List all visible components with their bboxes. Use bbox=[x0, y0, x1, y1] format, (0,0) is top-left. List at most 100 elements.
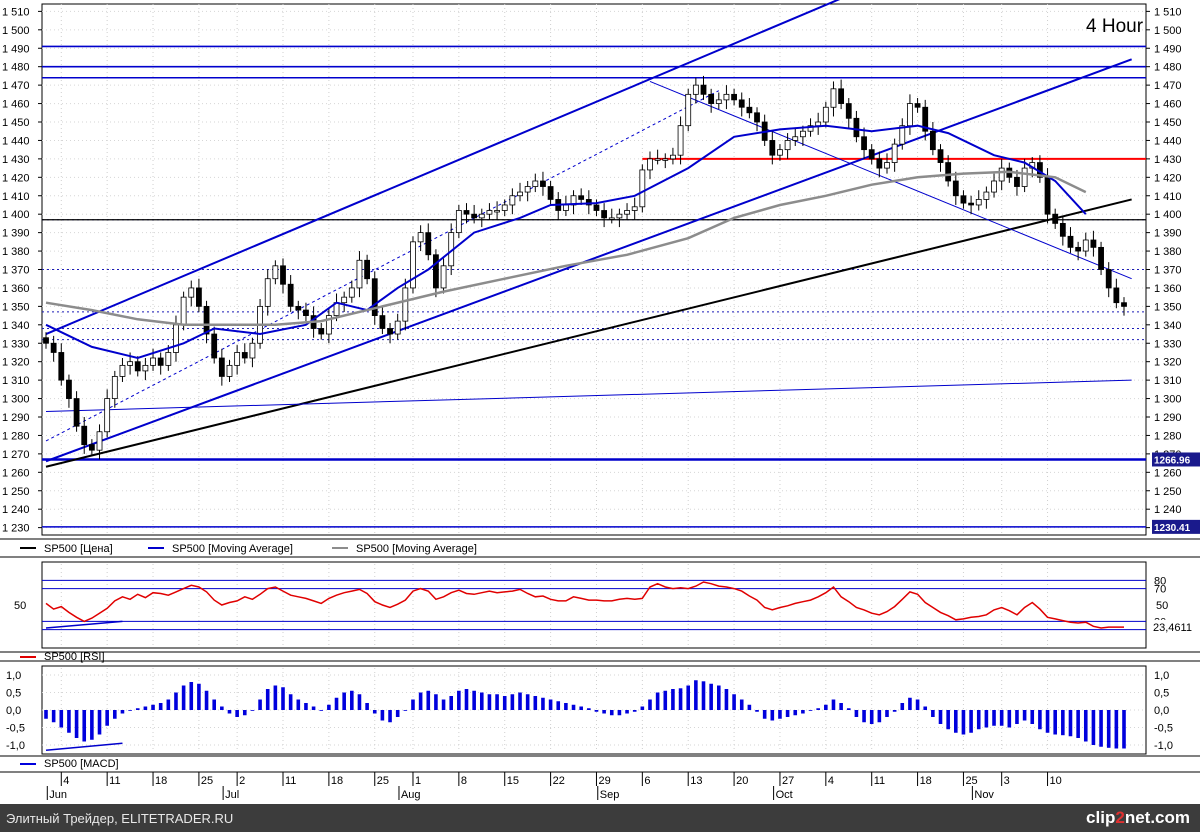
x-day-tick-label: 18 bbox=[155, 775, 167, 787]
macd-bar bbox=[778, 710, 782, 719]
timeframe-label: 4 Hour bbox=[1086, 16, 1144, 37]
macd-bar bbox=[739, 699, 744, 710]
macd-bar bbox=[418, 692, 423, 710]
x-day-tick-label: 1 bbox=[415, 775, 421, 787]
price-badge bbox=[1152, 519, 1200, 534]
x-day-tick-label: 11 bbox=[874, 775, 885, 787]
price-y-tick-label-left: 1 290 bbox=[2, 412, 30, 424]
price-y-tick-label-left: 1 280 bbox=[2, 430, 30, 442]
macd-bar bbox=[1099, 710, 1103, 747]
macd-bar bbox=[258, 699, 262, 710]
x-day-tick-label: 10 bbox=[1050, 775, 1062, 787]
price-y-tick-label-right: 1 250 bbox=[1154, 486, 1182, 498]
macd-bar bbox=[724, 689, 729, 710]
macd-legend-item: SP500 [MACD] bbox=[44, 758, 119, 770]
macd-bar bbox=[801, 710, 805, 714]
price-y-tick-label-right: 1 240 bbox=[1154, 504, 1182, 516]
price-y-tick-label-right: 1 440 bbox=[1154, 135, 1182, 147]
macd-bar bbox=[1030, 710, 1035, 724]
macd-bar bbox=[265, 689, 270, 710]
candle-body bbox=[830, 88, 837, 108]
macd-bar bbox=[380, 710, 385, 721]
macd-bar bbox=[755, 710, 759, 712]
macd-bar bbox=[273, 685, 278, 710]
macd-bar bbox=[1091, 710, 1096, 745]
candle-body bbox=[1113, 287, 1120, 304]
macd-y-tick-label-right: -1,0 bbox=[1154, 740, 1173, 752]
macd-bar bbox=[82, 710, 87, 742]
macd-bar bbox=[204, 690, 209, 710]
price-y-tick-label-right: 1 470 bbox=[1154, 80, 1182, 92]
candle-body bbox=[218, 357, 225, 377]
candle-body bbox=[983, 191, 990, 200]
macd-bar bbox=[441, 699, 446, 710]
macd-bar bbox=[671, 689, 675, 710]
price-y-tick-label-right: 1 370 bbox=[1154, 265, 1182, 277]
macd-bar bbox=[1022, 710, 1027, 721]
candle-body bbox=[838, 88, 845, 104]
candle-body bbox=[853, 117, 860, 138]
candle-body bbox=[708, 93, 715, 104]
candle-body bbox=[249, 342, 256, 359]
macd-bar bbox=[969, 710, 973, 733]
candle-body bbox=[211, 333, 218, 359]
candle-body bbox=[1121, 302, 1127, 307]
x-day-tick-label: 8 bbox=[461, 775, 467, 787]
macd-bar bbox=[372, 710, 377, 714]
candle-body bbox=[303, 309, 309, 316]
clip2net-logo[interactable]: clip2net.com bbox=[1086, 808, 1190, 828]
price-y-tick-label-left: 1 430 bbox=[2, 154, 30, 166]
macd-bar bbox=[342, 692, 346, 710]
candle-body bbox=[417, 232, 424, 243]
macd-y-tick-label-left: 1,0 bbox=[6, 670, 21, 682]
candle-body bbox=[929, 130, 936, 151]
macd-bar bbox=[105, 710, 109, 726]
candle-body bbox=[578, 195, 585, 200]
macd-y-tick-label-left: -1,0 bbox=[6, 740, 25, 752]
candle-body bbox=[822, 106, 829, 123]
candle-body bbox=[532, 180, 539, 187]
macd-y-tick-label-right: 1,0 bbox=[1154, 670, 1169, 682]
footer-bar: Элитный Трейдер, ELITETRADER.RU clip2net… bbox=[0, 804, 1200, 832]
macd-bar bbox=[426, 690, 431, 710]
rsi-line bbox=[45, 581, 1124, 629]
price-y-tick-label-right: 1 340 bbox=[1154, 320, 1182, 332]
footer-source-text: Элитный Трейдер, ELITETRADER.RU bbox=[6, 811, 234, 826]
x-day-tick-label: 3 bbox=[1004, 775, 1010, 787]
macd-bar bbox=[976, 710, 981, 730]
candle-body bbox=[754, 112, 760, 123]
price-y-tick-label-right: 1 410 bbox=[1154, 191, 1182, 203]
macd-bar bbox=[846, 708, 851, 710]
candle-body bbox=[433, 254, 439, 289]
price-badge bbox=[1152, 452, 1200, 467]
candle-body bbox=[876, 158, 883, 169]
macd-bar bbox=[181, 685, 186, 710]
candle-body bbox=[379, 315, 386, 329]
macd-bar bbox=[785, 710, 790, 717]
candle-body bbox=[991, 180, 997, 193]
candle-body bbox=[280, 265, 286, 285]
macd-bar bbox=[709, 683, 713, 710]
candle-body bbox=[1021, 167, 1028, 187]
macd-bar bbox=[296, 699, 301, 710]
trend-line bbox=[649, 80, 1132, 280]
rsi-y-tick-label-left: 50 bbox=[14, 600, 26, 612]
macd-bar bbox=[51, 710, 56, 723]
macd-bar bbox=[449, 696, 454, 710]
macd-bar bbox=[113, 710, 117, 719]
candle-body bbox=[952, 180, 959, 197]
macd-bar bbox=[556, 701, 561, 710]
macd-bar bbox=[824, 704, 828, 710]
price-y-tick-label-left: 1 340 bbox=[2, 320, 30, 332]
price-y-tick-label-left: 1 230 bbox=[2, 523, 30, 535]
candle-body bbox=[150, 357, 156, 366]
candle-body bbox=[700, 84, 707, 95]
macd-bar bbox=[892, 710, 897, 712]
macd-bar bbox=[487, 694, 492, 710]
macd-bar bbox=[59, 710, 64, 728]
trend-line bbox=[45, 379, 1132, 412]
candle-body bbox=[937, 149, 944, 163]
macd-bar bbox=[732, 694, 736, 710]
candle-body bbox=[815, 121, 822, 127]
